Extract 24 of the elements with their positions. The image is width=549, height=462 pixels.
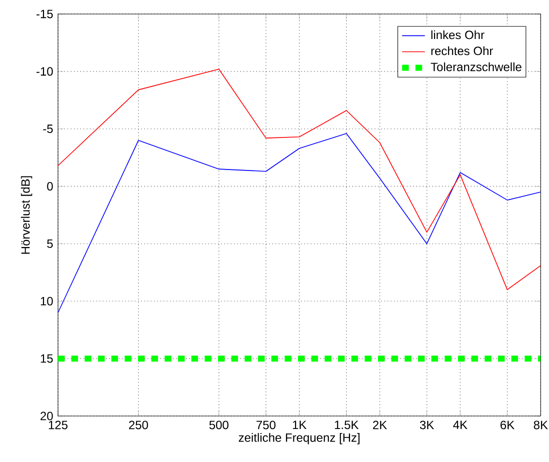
x-tick-label: 3K xyxy=(420,420,434,430)
x-tick-label: 500 xyxy=(209,420,228,430)
y-tick-label: 10 xyxy=(40,296,53,306)
x-axis-title: zeitliche Frequenz [Hz] xyxy=(238,433,360,444)
x-tick-label: 125 xyxy=(48,420,68,430)
y-tick-label: 5 xyxy=(47,240,53,248)
legend-label: rechtes Ohr xyxy=(431,46,494,56)
x-tick-label: 4K xyxy=(453,420,468,429)
y-tick-label: 20 xyxy=(40,412,53,420)
y-tick-label: -5 xyxy=(43,124,53,134)
x-tick-label: 8K xyxy=(534,420,548,430)
x-tick-label: 1K xyxy=(292,420,307,429)
y-axis-title: Hörverlust [dB] xyxy=(20,176,32,254)
y-tick-label: 0 xyxy=(47,182,53,191)
legend-label: Toleranzschwelle xyxy=(430,62,522,72)
x-tick-label: 2K xyxy=(373,420,387,430)
x-tick-label: 750 xyxy=(256,420,276,430)
x-tick-label: 250 xyxy=(129,420,148,430)
y-tick-label: -10 xyxy=(36,67,53,76)
y-tick-label: 15 xyxy=(40,354,53,363)
legend-label: linkes Ohr xyxy=(431,30,484,40)
y-tick-label: -15 xyxy=(36,10,53,18)
x-tick-label: 1.5K xyxy=(334,420,359,430)
x-tick-label: 6K xyxy=(500,420,514,430)
